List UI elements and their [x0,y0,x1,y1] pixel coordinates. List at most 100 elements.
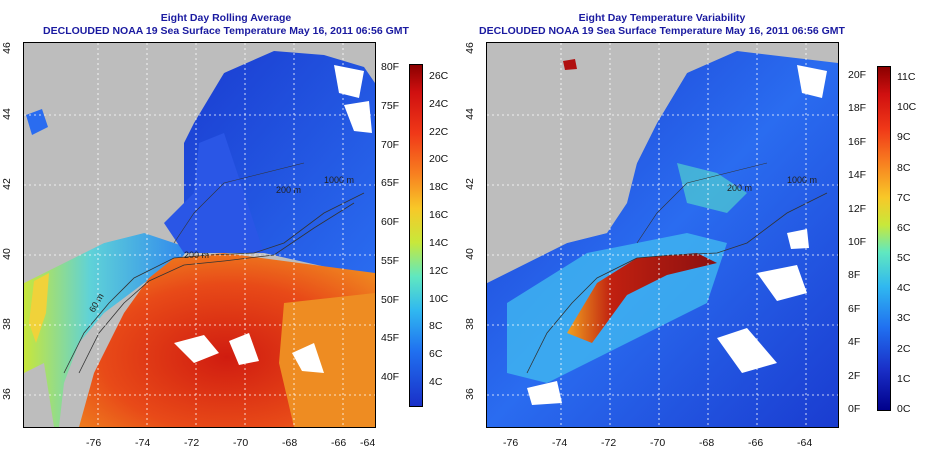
celsius-label: 14C [429,236,449,249]
y-tick-label: 36 [463,388,476,400]
x-tick-label: -74 [552,437,568,449]
land-mass [487,43,737,283]
y-tick-label: 42 [0,178,13,190]
celsius-label: 0C [897,403,911,415]
celsius-label: 26C [429,70,449,82]
x-tick-label: -64 [797,437,813,449]
fahrenheit-label: 18F [848,102,867,115]
x-tick-label: -70 [650,437,666,449]
high-variability-band [567,253,717,343]
y-tick-label: 40 [0,248,13,260]
depth-contour [173,162,305,244]
x-tick-label: -70 [233,437,249,449]
celsius-label: 4C [897,282,911,295]
fahrenheit-label: 40F [381,371,400,383]
y-tick-label: 38 [0,318,13,330]
contour-label: 200 m [276,185,301,195]
celsius-label: 6C [897,221,911,234]
left-map[interactable]: 200 m 1000 m 200 m 60 m [23,42,376,428]
depth-contour [78,202,355,374]
grid [487,43,838,427]
celsius-label: 1C [897,372,911,385]
fahrenheit-label: 10F [848,236,867,248]
y-tick-label: 38 [463,318,476,330]
depth-contour [63,192,365,374]
left-title: Eight Day Rolling Average [160,12,292,24]
y-tick-label: 46 [0,42,13,54]
x-tick-label: -76 [503,437,519,449]
celsius-label: 12C [429,264,449,277]
celsius-label: 8C [897,161,911,174]
contour-label: 1000 m [787,175,817,185]
hotspot [563,59,577,70]
cloud-patch [334,65,364,98]
fahrenheit-label: 20F [848,69,867,81]
celsius-label: 22C [429,125,449,138]
x-tick-label: -72 [601,437,617,449]
contour-label: 200 m [727,183,752,193]
cloud-patch [797,65,827,98]
cloud-patch [174,335,219,363]
cloud-patch [229,333,259,365]
fahrenheit-label: 50F [381,293,400,306]
depth-contour [526,192,828,374]
right-colorbar [877,66,891,411]
celsius-label: 10C [897,101,917,114]
celsius-label: 2C [897,342,911,355]
left-colorbar [409,64,423,407]
lake-icon [26,109,48,135]
cloud-patch [717,328,777,373]
celsius-label: 8C [429,320,443,333]
y-tick-label: 36 [0,388,13,400]
y-tick-label: 46 [463,42,476,54]
fahrenheit-label: 16F [848,135,867,148]
celsius-label: 10C [429,292,449,305]
contour-label: 1000 m [324,175,354,185]
right-title: Eight Day Temperature Variability [578,12,746,24]
y-tick-label: 42 [463,178,476,190]
celsius-label: 20C [429,153,449,166]
celsius-label: 4C [429,376,443,388]
celsius-label: 7C [897,191,911,204]
fahrenheit-label: 45F [381,332,400,345]
fahrenheit-label: 14F [848,169,867,182]
fahrenheit-label: 60F [381,216,400,228]
left-subtitle: DECLOUDED NOAA 19 Sea Surface Temperatur… [43,25,409,37]
celsius-label: 3C [897,312,911,325]
y-tick-label: 40 [463,248,476,260]
celsius-label: 6C [429,348,443,361]
x-tick-label: -76 [86,437,102,449]
fahrenheit-label: 0F [848,403,861,415]
left-map-canvas: 200 m 1000 m 200 m 60 m [24,43,375,427]
celsius-label: 18C [429,181,449,194]
x-tick-label: -72 [184,437,200,449]
fahrenheit-label: 55F [381,254,400,267]
x-tick-label: -68 [699,437,715,449]
land-mass [24,43,274,283]
cloud-patch [527,381,562,405]
fahrenheit-label: 8F [848,269,861,282]
fahrenheit-label: 70F [381,138,400,151]
right-map-canvas: 200 m 1000 m [487,43,838,427]
x-tick-label: -66 [748,437,764,449]
x-tick-label: -68 [282,437,298,449]
y-tick-label: 44 [0,108,13,120]
x-tick-label: -74 [135,437,151,449]
y-tick-label: 44 [463,108,476,120]
fahrenheit-label: 4F [848,336,861,349]
fahrenheit-label: 12F [848,202,867,215]
celsius-label: 24C [429,97,449,110]
fahrenheit-label: 75F [381,99,400,112]
cloud-patch [757,265,807,301]
x-tick-label: -64 [360,437,376,449]
cloud-patch [344,101,372,133]
fahrenheit-label: 6F [848,302,861,315]
celsius-label: 16C [429,209,449,222]
celsius-label: 9C [897,131,911,144]
cloud-patch [787,229,809,249]
depth-contour [636,162,768,244]
fahrenheit-label: 80F [381,61,400,73]
right-map[interactable]: 200 m 1000 m [486,42,839,428]
shelf-water [24,233,189,427]
contour-label: 200 m [184,250,209,260]
